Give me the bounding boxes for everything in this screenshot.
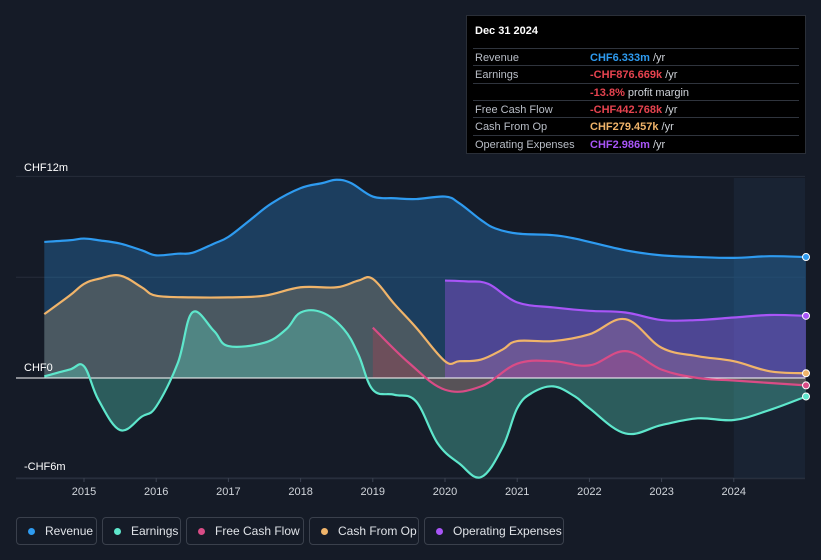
end-marker-cash-from-op	[802, 369, 810, 378]
x-tick-label: 2018	[288, 486, 312, 498]
legend-dot-icon	[114, 527, 121, 535]
x-tick-label: 2017	[216, 486, 240, 498]
legend-dot-icon	[198, 527, 205, 535]
x-tick-label: 2019	[361, 486, 385, 498]
tooltip-panel: Dec 31 2024 Revenue CHF6.333m /yr Earnings…	[466, 15, 806, 154]
x-tick-label: 2023	[649, 486, 673, 498]
forecast-shade	[733, 178, 805, 478]
y-axis-zero-label: CHF0	[24, 362, 53, 374]
tooltip-row-label: Operating Expenses	[475, 138, 575, 151]
tooltip-row-label: Free Cash Flow	[475, 103, 553, 116]
y-axis-bottom-label: -CHF6m	[24, 461, 66, 473]
x-tick-label: 2015	[72, 486, 96, 498]
legend-dot-icon	[436, 527, 443, 535]
tooltip-row-label: Earnings	[475, 69, 519, 82]
tooltip-row-value: CHF2.986m /yr	[590, 138, 666, 151]
tooltip-row: Earnings -CHF876.669k /yr	[473, 65, 799, 83]
tooltip-row-value: CHF279.457k /yr	[590, 121, 674, 134]
tooltip-row-value: -CHF876.669k /yr	[590, 69, 678, 82]
end-marker-revenue	[802, 253, 810, 262]
legend-item-operating-expenses[interactable]: Operating Expenses	[424, 517, 564, 545]
tooltip-row: Free Cash Flow -CHF442.768k /yr	[473, 99, 799, 118]
end-marker-operating-expenses	[802, 311, 810, 320]
series-end-markers	[802, 253, 810, 401]
tooltip-row: Cash From Op CHF279.457k /yr	[473, 117, 799, 135]
x-tick-label: 2020	[433, 486, 457, 498]
x-tick-label: 2022	[577, 486, 601, 498]
legend-dot-icon	[321, 527, 328, 535]
tooltip-row-label: Revenue	[475, 52, 520, 64]
legend-label: Cash From Op	[338, 524, 417, 538]
legend-item-free-cash-flow[interactable]: Free Cash Flow	[186, 517, 304, 545]
legend-item-revenue[interactable]: Revenue	[16, 517, 97, 545]
x-tick-label: 2024	[722, 486, 746, 498]
end-marker-free-cash-flow	[802, 381, 810, 390]
x-tick-label: 2016	[144, 486, 168, 498]
y-axis-top-label: CHF12m	[24, 162, 68, 174]
area-operating-expenses	[445, 280, 806, 378]
series-areas	[44, 179, 807, 478]
legend-label: Earnings	[131, 524, 179, 538]
tooltip-row-value: -13.8% profit margin	[590, 86, 690, 99]
line-operating-expenses	[444, 279, 807, 322]
tooltip-row-value: CHF6.333m /yr	[590, 52, 666, 64]
line-cash-from-op	[43, 274, 807, 375]
grid-lines	[16, 175, 805, 480]
tooltip-row: -13.8% profit margin	[473, 82, 799, 101]
end-marker-earnings	[802, 392, 810, 401]
tooltip-row-label: Cash From Op	[475, 121, 548, 134]
legend-item-earnings[interactable]: Earnings	[102, 517, 181, 545]
legend-dot-icon	[28, 527, 35, 535]
tooltip-row: Revenue CHF6.333m /yr	[473, 48, 799, 66]
line-free-cash-flow	[372, 326, 807, 393]
series-lines	[43, 178, 807, 479]
legend-item-cash-from-op[interactable]: Cash From Op	[309, 517, 419, 545]
x-axis-ticks: 2015 2016 2017 2018 2019 2020 2021 2022 2023 2024	[72, 478, 746, 498]
legend-label: Operating Expenses	[453, 524, 562, 538]
legend-label: Free Cash Flow	[215, 524, 300, 538]
x-tick-label: 2021	[505, 486, 529, 498]
area-revenue	[44, 179, 807, 378]
tooltip-row-value: -CHF442.768k /yr	[590, 103, 678, 116]
line-earnings	[44, 309, 807, 479]
line-revenue	[44, 178, 807, 260]
tooltip-date: Dec 31 2024	[475, 25, 538, 37]
tooltip-row: Operating Expenses CHF2.986m /yr	[473, 134, 799, 153]
area-earnings	[44, 310, 807, 478]
legend-label: Revenue	[45, 524, 94, 538]
